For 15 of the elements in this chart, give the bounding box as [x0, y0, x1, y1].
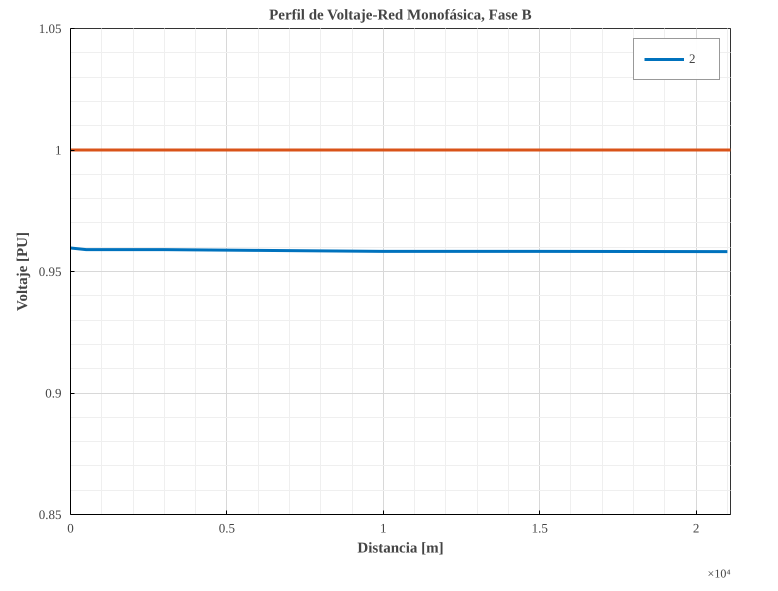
text: ×10⁴ — [708, 566, 730, 580]
legend-label: 2 — [689, 51, 696, 67]
x-tick-label: 1.5 — [532, 520, 548, 536]
x-tick-label: 0.5 — [218, 520, 236, 536]
chart-title: Perfil de Voltaje-Red Monofásica, Fase B — [269, 8, 532, 24]
y-tick-label: 1 — [55, 142, 62, 158]
x-tick-label: 0 — [67, 520, 74, 536]
x-tick-label: 1 — [380, 520, 387, 536]
y-tick-label: 0.85 — [38, 507, 62, 522]
y-tick-label: 0.95 — [38, 264, 62, 279]
y-axis-title: Voltaje [PU] — [14, 232, 31, 312]
y-tick-label: 1.05 — [38, 21, 62, 36]
y-tick-label: 0.9 — [45, 386, 62, 400]
x-tick-label: 2 — [692, 520, 700, 536]
x-axis-title: Distancia [m] — [357, 540, 444, 556]
